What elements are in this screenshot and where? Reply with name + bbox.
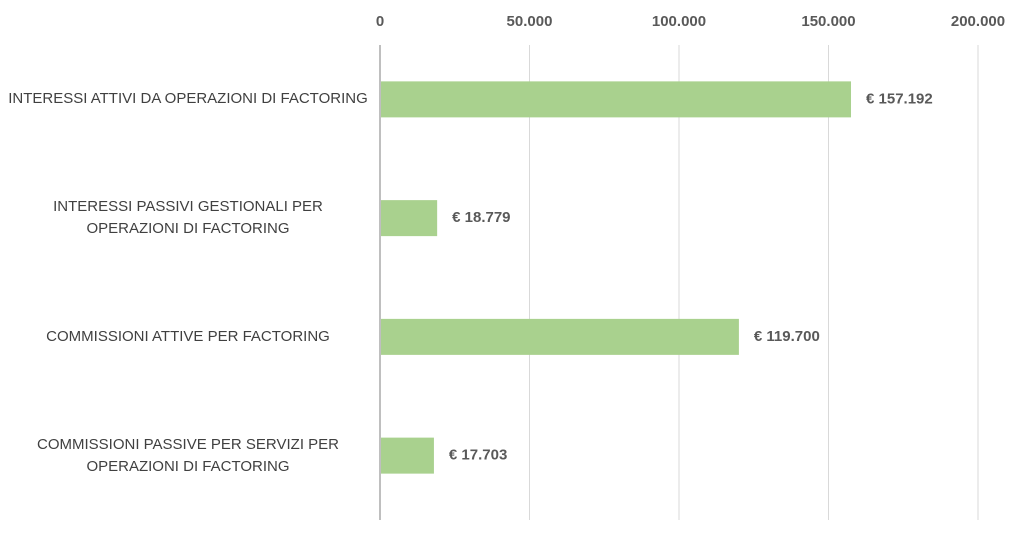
x-tick-label: 150.000 [801,13,855,30]
x-tick-label: 50.000 [507,13,553,30]
data-label: € 18.779 [452,209,510,226]
data-label: € 17.703 [449,447,507,464]
y-tick-label: COMMISSIONI PASSIVE PER SERVIZI PER OPER… [36,435,339,475]
data-label: € 157.192 [866,90,933,107]
bar [381,437,434,474]
data-label: € 119.700 [754,328,820,345]
x-tick-label: 0 [376,13,384,30]
y-tick-label: INTERESSI PASSIVI GESTIONALI PER OPERAZI… [53,198,323,238]
bar [381,81,852,118]
y-tick-label: COMMISSIONI ATTIVE PER FACTORING [46,327,330,345]
bar [381,318,739,355]
bar [381,200,438,237]
y-tick-label: INTERESSI ATTIVI DA OPERAZIONI DI FACTOR… [8,90,368,108]
x-tick-label: 100.000 [652,13,706,30]
x-tick-label: 200.000 [951,13,1005,30]
